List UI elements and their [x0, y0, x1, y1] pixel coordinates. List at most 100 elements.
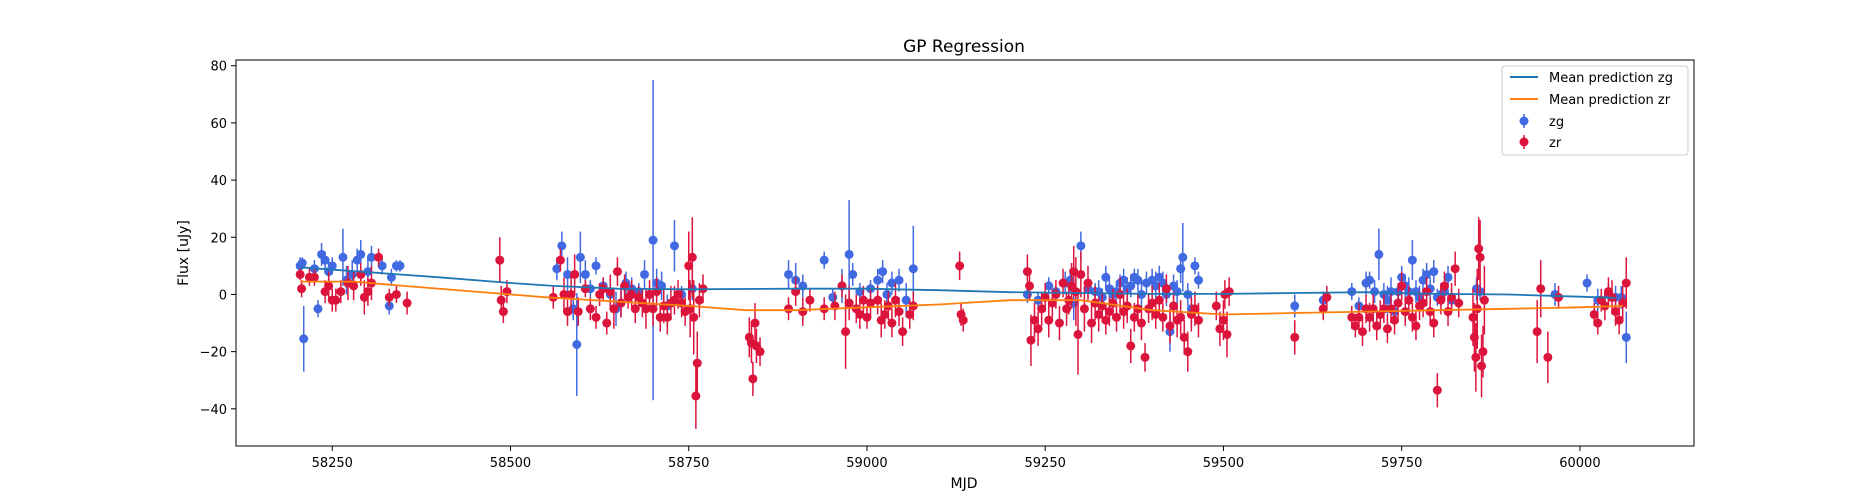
data-point-zr	[627, 289, 637, 299]
data-point-zr	[858, 295, 868, 305]
data-point-zr	[331, 295, 341, 305]
data-point-zg	[1429, 267, 1439, 277]
data-point-zg	[1022, 289, 1032, 299]
data-point-zg	[848, 269, 858, 279]
data-point-zr	[1211, 301, 1221, 311]
data-point-zg	[297, 258, 307, 268]
y-tick-label: 0	[219, 288, 227, 303]
data-point-zr	[1397, 281, 1407, 291]
data-point-zg	[299, 334, 309, 344]
x-tick-label: 59000	[846, 456, 887, 471]
data-point-zr	[384, 292, 394, 302]
data-point-zg	[327, 261, 337, 271]
data-point-zr	[798, 307, 808, 317]
data-point-zr	[1614, 315, 1624, 325]
data-point-zr	[1532, 327, 1542, 337]
data-point-zr	[1450, 264, 1460, 274]
data-point-zr	[1393, 298, 1403, 308]
legend-label-mean-zr: Mean prediction zr	[1549, 93, 1671, 108]
data-point-zr	[1062, 304, 1072, 314]
data-point-zr	[1101, 315, 1111, 325]
data-point-zr	[1126, 341, 1136, 351]
data-point-zg	[908, 264, 918, 274]
mean-prediction-line-zg	[300, 266, 1616, 299]
data-point-zr	[1554, 292, 1564, 302]
data-point-zr	[1094, 309, 1104, 319]
data-point-zr	[958, 315, 968, 325]
data-point-zg	[338, 252, 348, 262]
data-point-zr	[1390, 315, 1400, 325]
data-point-zr	[673, 289, 683, 299]
data-point-zg	[828, 292, 838, 302]
data-point-zr	[1129, 312, 1139, 322]
data-point-zr	[616, 298, 626, 308]
data-point-zr	[755, 347, 765, 357]
data-point-zr	[1058, 278, 1068, 288]
y-tick-label: 60	[210, 117, 227, 132]
x-tick-label: 58250	[312, 456, 353, 471]
y-tick-label: −40	[200, 403, 227, 418]
mean-prediction-line-zr	[300, 280, 1623, 316]
data-point-zr	[1193, 315, 1203, 325]
data-point-zg	[901, 295, 911, 305]
data-point-zr	[295, 269, 305, 279]
data-point-zr	[495, 255, 505, 265]
data-point-zr	[324, 281, 334, 291]
data-point-zr	[585, 304, 595, 314]
data-point-zr	[1169, 301, 1179, 311]
x-tick-label: 59500	[1203, 456, 1244, 471]
data-point-zr	[1357, 327, 1367, 337]
data-point-zr	[1354, 312, 1364, 322]
data-point-zr	[689, 312, 699, 322]
data-point-zr	[1350, 321, 1360, 331]
data-point-zg	[377, 261, 387, 271]
data-point-zg	[580, 269, 590, 279]
data-point-zg	[1076, 241, 1086, 251]
data-point-zg	[1190, 261, 1200, 271]
data-point-zr	[662, 312, 672, 322]
data-point-zr	[363, 287, 373, 297]
legend-box	[1501, 65, 1689, 156]
data-point-zg	[878, 267, 888, 277]
data-point-zr	[630, 304, 640, 314]
data-point-zr	[1365, 312, 1375, 322]
data-point-zr	[692, 358, 702, 368]
data-point-zr	[391, 289, 401, 299]
data-point-zr	[1215, 324, 1225, 334]
data-point-zr	[687, 252, 697, 262]
data-point-zr	[748, 374, 758, 384]
data-point-zr	[1621, 278, 1631, 288]
data-point-zr	[309, 272, 319, 282]
data-point-zg	[882, 289, 892, 299]
data-point-zr	[336, 287, 346, 297]
data-point-zr	[880, 309, 890, 319]
data-point-zr	[496, 295, 506, 305]
data-point-zr	[1447, 292, 1457, 302]
data-point-zr	[1611, 307, 1621, 317]
data-point-zr	[1439, 281, 1449, 291]
data-point-zg	[1382, 295, 1392, 305]
y-tick-label: 80	[210, 60, 227, 75]
x-tick-label: 58500	[490, 456, 531, 471]
data-point-zg	[1151, 281, 1161, 291]
data-point-zr	[1454, 298, 1464, 308]
data-point-zr	[1322, 292, 1332, 302]
data-point-zr	[655, 312, 665, 322]
data-point-zr	[1136, 318, 1146, 328]
legend-label-zg: zg	[1549, 115, 1564, 130]
data-point-zr	[1044, 315, 1054, 325]
legend-zg-marker	[1519, 116, 1529, 126]
data-point-zr	[1474, 244, 1484, 254]
data-point-zg	[1582, 278, 1592, 288]
data-point-zr	[573, 307, 583, 317]
data-point-zg	[648, 235, 658, 245]
data-point-zr	[602, 318, 612, 328]
data-point-zg	[366, 252, 376, 262]
x-axis-label: MJD	[951, 476, 978, 492]
data-point-zr	[570, 269, 580, 279]
data-point-zr	[1147, 298, 1157, 308]
series-zr	[295, 217, 1631, 429]
data-point-zg	[572, 339, 582, 349]
data-point-zr	[684, 261, 694, 271]
data-point-zr	[1432, 385, 1442, 395]
